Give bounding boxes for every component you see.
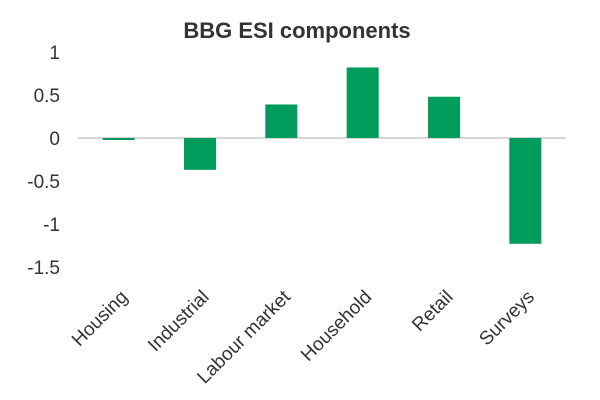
bar-household bbox=[346, 67, 379, 138]
x-tick-label: Household bbox=[297, 287, 376, 366]
bar-labour-market bbox=[265, 104, 298, 138]
bar-industrial bbox=[184, 138, 216, 170]
y-tick-label: 0 bbox=[49, 129, 60, 150]
y-tick-label: -1 bbox=[43, 215, 60, 236]
y-tick-label: 1 bbox=[49, 43, 60, 64]
bar-retail bbox=[428, 96, 460, 138]
bar-housing bbox=[102, 138, 135, 140]
y-tick-label: -0.5 bbox=[27, 172, 60, 193]
bar-surveys bbox=[509, 138, 542, 244]
x-tick-label: Surveys bbox=[475, 287, 538, 350]
y-axis-ticks: 1 0.5 0 -0.5 -1 -1.5 bbox=[27, 43, 60, 279]
y-tick-label: 0.5 bbox=[34, 86, 60, 107]
x-tick-label: Industrial bbox=[144, 287, 213, 356]
bars bbox=[102, 67, 542, 244]
chart-title: BBG ESI components bbox=[183, 18, 410, 43]
x-tick-label: Retail bbox=[408, 287, 457, 336]
x-tick-label: Housing bbox=[68, 287, 132, 351]
y-tick-label: -1.5 bbox=[27, 258, 60, 279]
